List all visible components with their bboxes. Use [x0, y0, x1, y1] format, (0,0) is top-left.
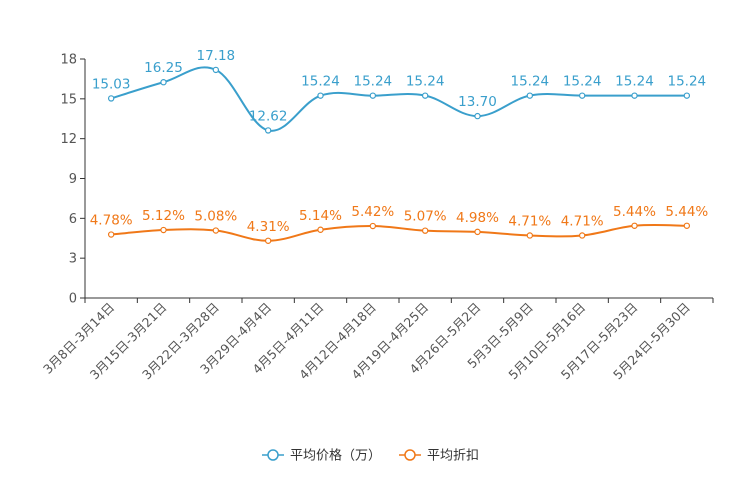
data-label: 5.14%	[299, 208, 342, 224]
data-label: 17.18	[197, 48, 236, 64]
data-point	[212, 66, 220, 74]
series-line	[111, 224, 687, 242]
y-tick-label: 18	[60, 53, 77, 68]
legend-marker	[404, 449, 416, 461]
legend-item-1: 平均价格（万）	[262, 448, 381, 464]
data-point	[526, 92, 534, 99]
data-label: 5.42%	[351, 204, 394, 220]
data-label: 4.78%	[90, 213, 133, 229]
legend-item-2: 平均折扣	[399, 449, 479, 464]
data-label: 15.03	[92, 76, 131, 92]
legend-label: 平均折扣	[427, 449, 479, 464]
data-point	[421, 92, 429, 99]
series-1: 15.03 16.25 17.18 12.62 15.24 15.24 15.24 13.70…	[92, 48, 707, 134]
y-tick-label: 3	[69, 252, 77, 267]
data-label: 13.70	[458, 94, 497, 110]
data-label: 5.12%	[142, 208, 185, 224]
series-layer: 15.03 16.25 17.18 12.62 15.24 15.24 15.24 13.70…	[90, 48, 708, 244]
data-label: 15.24	[354, 74, 393, 90]
data-label: 12.62	[249, 108, 288, 124]
data-point	[264, 127, 272, 134]
y-tick-label: 12	[60, 132, 77, 147]
data-point	[369, 92, 377, 99]
data-point	[160, 226, 167, 234]
legend: 平均价格（万） 平均折扣	[262, 448, 479, 464]
data-point	[474, 228, 481, 236]
data-point	[683, 92, 691, 99]
data-label: 5.07%	[404, 209, 447, 225]
series-2: 4.78% 5.12% 5.08% 4.31% 5.14% 5.42% 5.07% 4.98%…	[90, 204, 708, 244]
data-label: 4.71%	[561, 213, 604, 229]
data-point	[369, 222, 377, 230]
data-point	[317, 226, 324, 233]
data-point	[421, 227, 429, 234]
legend-label: 平均价格（万）	[290, 448, 381, 464]
data-label: 16.25	[144, 60, 183, 76]
data-label: 15.24	[668, 74, 707, 90]
data-point	[631, 92, 638, 99]
data-point	[107, 231, 115, 238]
data-label: 4.98%	[456, 210, 499, 226]
data-label: 15.24	[615, 74, 654, 90]
data-label: 15.24	[301, 74, 340, 90]
legend-marker	[267, 449, 279, 461]
y-tick-label: 9	[69, 172, 77, 187]
data-label: 5.44%	[613, 204, 656, 220]
data-label: 15.24	[511, 74, 550, 90]
data-point	[264, 237, 272, 244]
data-point	[631, 222, 638, 229]
y-tick-label: 6	[69, 212, 77, 227]
data-label: 15.24	[406, 74, 445, 90]
y-tick-label: 15	[60, 92, 77, 107]
x-axis: 3月8日-3月14日3月15日-3月21日3月22日-3月28日3月29日-4月…	[40, 297, 714, 382]
data-label: 4.31%	[247, 219, 290, 235]
y-tick-label: 0	[69, 292, 77, 307]
data-label: 5.08%	[194, 209, 237, 225]
data-point	[526, 232, 534, 239]
data-point	[212, 227, 220, 234]
data-label: 15.24	[563, 74, 602, 90]
data-point	[317, 92, 324, 99]
data-point	[578, 232, 586, 239]
data-point	[474, 112, 481, 120]
data-label: 4.71%	[508, 213, 551, 229]
data-point	[107, 95, 115, 102]
data-point	[160, 79, 167, 86]
data-point	[578, 92, 586, 99]
data-point	[683, 222, 691, 229]
y-axis: 0 3 6 9 12 15 18	[60, 53, 86, 307]
data-label: 5.44%	[665, 204, 708, 220]
